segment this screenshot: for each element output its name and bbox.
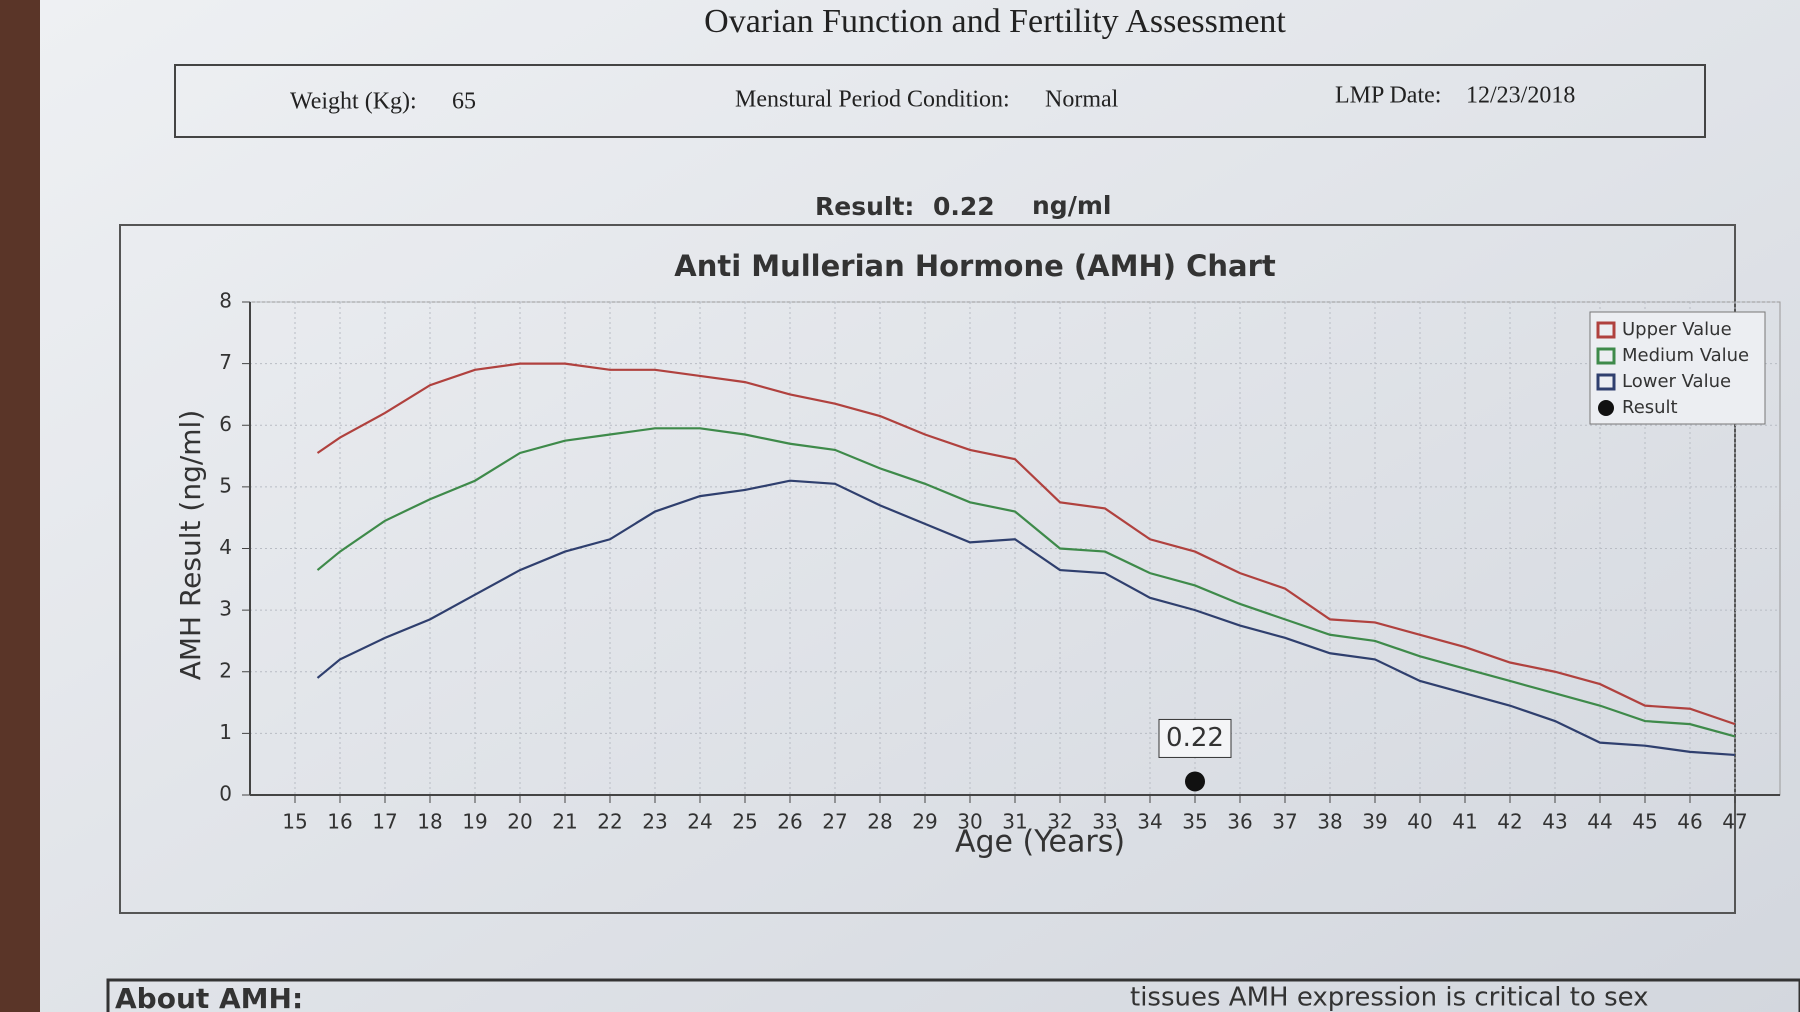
- series-line: [316, 362, 1736, 726]
- legend-swatch: [1596, 321, 1616, 339]
- chart-title: Anti Mullerian Hormone (AMH) Chart: [674, 249, 1276, 283]
- x-tick-label: 42: [1497, 810, 1522, 834]
- y-tick-label: 7: [219, 350, 232, 374]
- about-text: tissues AMH expression is critical to se…: [1130, 983, 1649, 1012]
- field-value: Normal: [1045, 87, 1119, 113]
- result-label: Result:: [815, 192, 914, 221]
- field-label: LMP Date:: [1335, 83, 1441, 109]
- x-tick-label: 20: [507, 810, 532, 834]
- legend-swatch: [1596, 373, 1616, 391]
- x-tick-label: 15: [282, 810, 307, 834]
- y-tick-label: 5: [219, 473, 232, 497]
- result-unit: ng/ml: [1032, 191, 1111, 220]
- result-value: 0.22: [933, 192, 995, 221]
- field-value: 65: [452, 89, 476, 115]
- report-title: Ovarian Function and Fertility Assessmen…: [704, 3, 1286, 40]
- about-box: [106, 978, 1800, 1012]
- x-tick-label: 44: [1587, 810, 1612, 834]
- legend-label: Result: [1622, 397, 1678, 418]
- y-tick-label: 6: [219, 412, 232, 436]
- legend-label: Medium Value: [1622, 345, 1749, 366]
- x-tick-label: 38: [1317, 810, 1342, 834]
- field-value: 12/23/2018: [1466, 83, 1575, 109]
- x-tick-label: 35: [1182, 810, 1207, 834]
- legend-swatch: [1596, 347, 1616, 365]
- legend-label: Upper Value: [1622, 319, 1732, 340]
- series-line: [316, 479, 1736, 757]
- x-tick-label: 37: [1272, 810, 1297, 834]
- y-tick-label: 2: [219, 658, 232, 682]
- x-axis-label: Age (Years): [955, 825, 1125, 860]
- value-label: 0.22: [1166, 723, 1224, 753]
- x-tick-label: 22: [597, 810, 622, 834]
- y-tick-label: 3: [219, 597, 232, 621]
- x-tick-label: 32: [1047, 810, 1072, 834]
- x-tick-label: 18: [417, 810, 442, 834]
- field-label: Weight (Kg):: [290, 89, 417, 115]
- x-tick-label: 47: [1722, 810, 1747, 834]
- legend-label: Lower Value: [1622, 371, 1731, 392]
- x-tick-label: 43: [1542, 810, 1567, 834]
- result-point: [1185, 771, 1205, 792]
- x-tick-label: 23: [642, 810, 667, 834]
- y-tick-label: 4: [219, 535, 232, 559]
- x-tick-label: 25: [732, 810, 757, 834]
- x-tick-label: 40: [1407, 810, 1432, 834]
- x-tick-label: 17: [372, 810, 397, 834]
- info-box: [174, 64, 1706, 138]
- x-tick-label: 41: [1452, 810, 1477, 834]
- x-tick-label: 19: [462, 810, 487, 834]
- paper: [40, 0, 1800, 1012]
- y-tick-label: 8: [219, 289, 232, 313]
- about-heading: About AMH:: [115, 982, 303, 1012]
- x-tick-label: 45: [1632, 810, 1657, 834]
- x-tick-label: 29: [912, 810, 937, 834]
- legend-box: [1589, 311, 1766, 425]
- legend-swatch: [1598, 400, 1614, 416]
- x-tick-label: 30: [957, 810, 982, 834]
- x-tick-label: 21: [552, 810, 577, 834]
- x-tick-label: 16: [327, 810, 352, 834]
- x-tick-label: 36: [1227, 810, 1252, 834]
- x-tick-label: 27: [822, 810, 847, 834]
- x-tick-label: 46: [1677, 810, 1702, 834]
- x-tick-label: 34: [1137, 810, 1162, 834]
- x-tick-label: 33: [1092, 810, 1117, 834]
- series-line: [316, 427, 1736, 738]
- x-tick-label: 39: [1362, 810, 1387, 834]
- x-tick-label: 24: [687, 810, 712, 834]
- x-tick-label: 28: [867, 810, 892, 834]
- y-tick-label: 0: [219, 782, 232, 806]
- field-label: Menstural Period Condition:: [735, 87, 1010, 113]
- value-label-box: [1158, 718, 1232, 758]
- x-tick-label: 31: [1002, 810, 1027, 834]
- x-tick-label: 26: [777, 810, 802, 834]
- y-axis-label: AMH Result (ng/ml): [174, 410, 207, 681]
- y-tick-label: 1: [219, 720, 232, 744]
